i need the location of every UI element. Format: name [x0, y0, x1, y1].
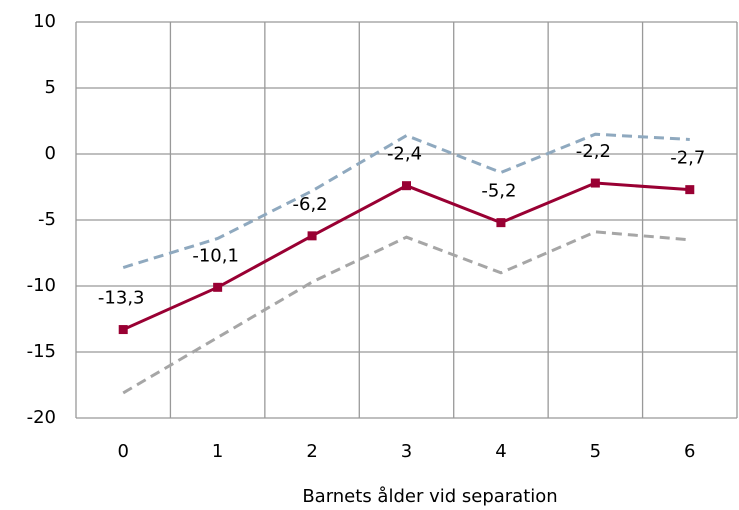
- x-tick-label: 6: [684, 441, 695, 462]
- data-label: -5,2: [481, 181, 516, 202]
- marker: [213, 282, 223, 292]
- series-line: [122, 132, 690, 269]
- y-tick-label: 0: [45, 143, 56, 164]
- y-tick-label: -10: [27, 275, 56, 296]
- x-tick-label: 5: [590, 441, 601, 462]
- data-label: -2,7: [670, 148, 705, 169]
- x-tick-label: 1: [212, 441, 223, 462]
- data-label: -13,3: [98, 288, 145, 309]
- marker: [685, 185, 695, 195]
- y-tick-label: -20: [27, 407, 56, 428]
- marker: [590, 178, 600, 188]
- x-tick-label: 0: [117, 441, 128, 462]
- x-tick-label: 4: [495, 441, 506, 462]
- y-tick-label: -15: [27, 341, 56, 362]
- marker: [496, 218, 506, 228]
- marker: [402, 181, 411, 191]
- y-tick-label: 10: [33, 11, 56, 32]
- data-label: -6,2: [293, 194, 328, 215]
- marker: [118, 325, 128, 335]
- marker: [307, 231, 317, 241]
- series-line: [122, 230, 690, 395]
- data-label: -2,2: [576, 141, 611, 162]
- y-tick-label: -5: [38, 209, 56, 230]
- data-label: -2,4: [387, 144, 422, 165]
- x-tick-label: 3: [401, 441, 412, 462]
- y-tick-label: 5: [45, 77, 56, 98]
- x-axis-label: Barnets ålder vid separation: [302, 486, 557, 507]
- data-label: -10,1: [192, 245, 239, 266]
- x-tick-label: 2: [306, 441, 317, 462]
